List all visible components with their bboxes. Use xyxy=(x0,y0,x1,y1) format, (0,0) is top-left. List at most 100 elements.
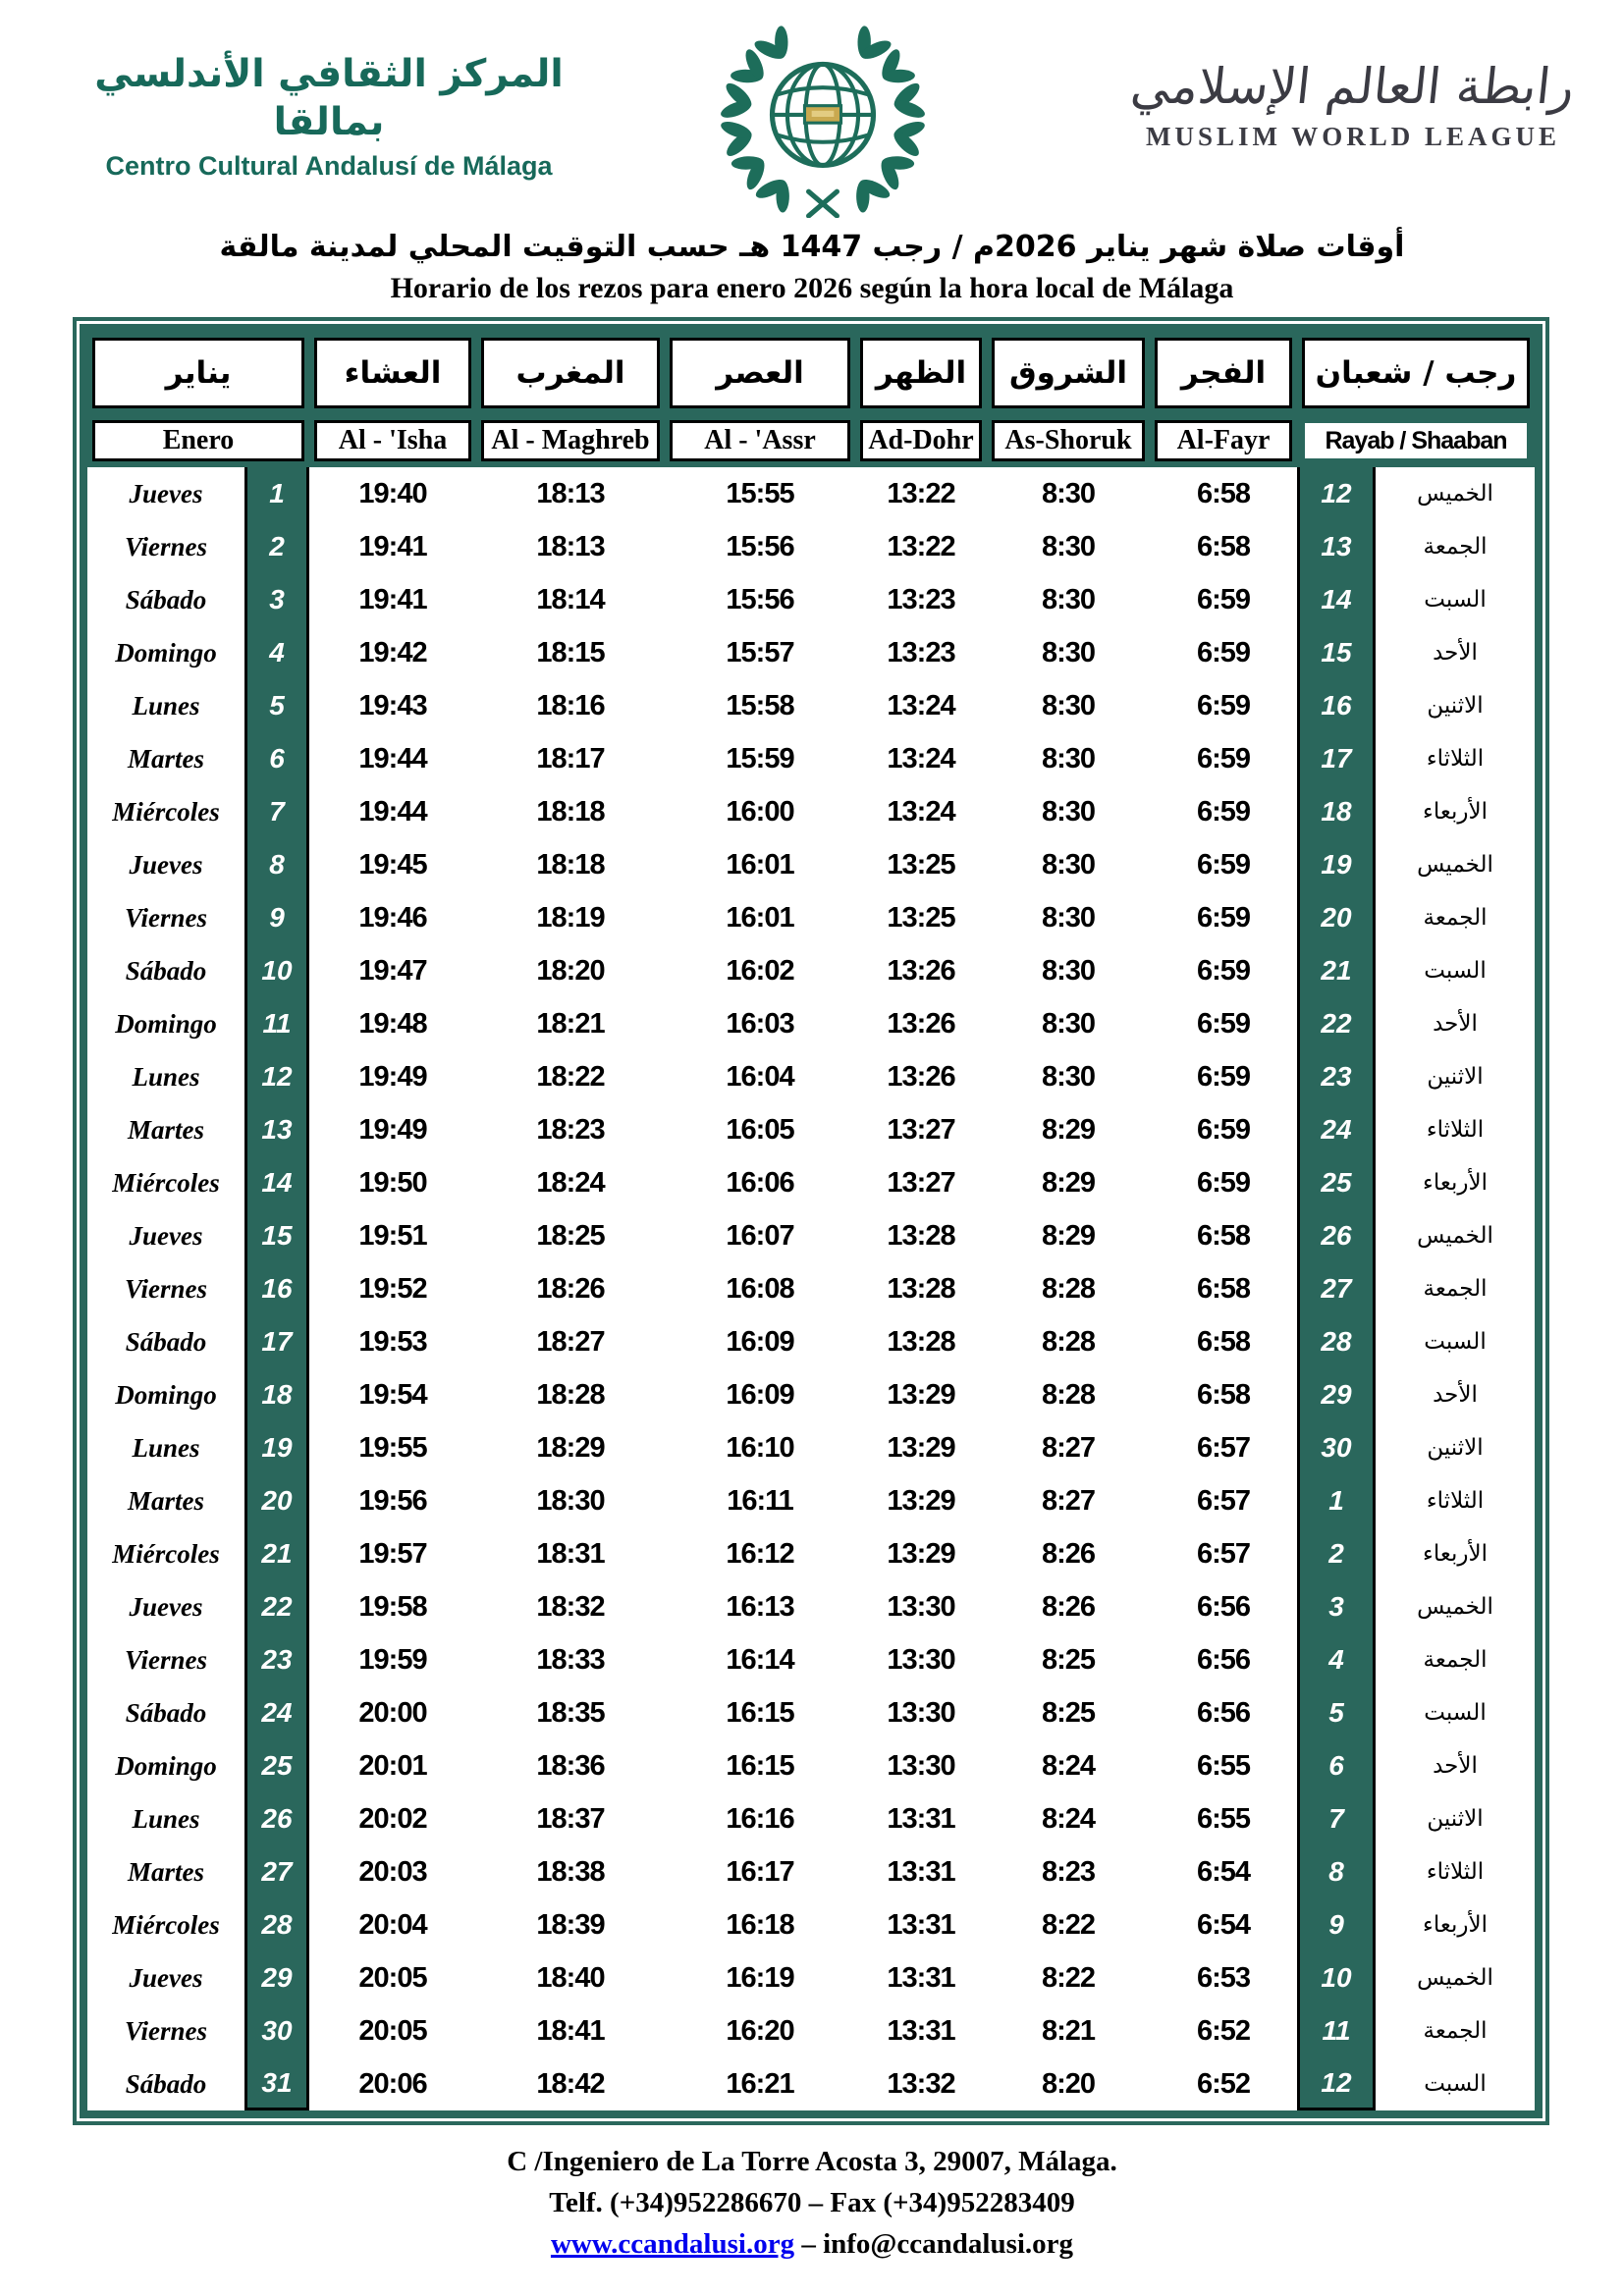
header-maghreb: Al - Maghreb xyxy=(481,420,660,461)
isha-time: 19:49 xyxy=(358,1060,427,1093)
gregorian-day-number: 1 xyxy=(244,467,309,520)
weekday-name-es: Viernes xyxy=(124,902,208,933)
weekday-name-es: Miércoles xyxy=(112,1909,220,1940)
dohr-time: 13:23 xyxy=(887,636,955,668)
shoruk-time: 8:22 xyxy=(1041,1908,1096,1941)
assr-time: 16:08 xyxy=(726,1272,794,1305)
maghreb-time: 18:16 xyxy=(536,689,605,721)
maghreb-time: 18:37 xyxy=(536,1802,605,1835)
fajr-time: 6:59 xyxy=(1196,636,1251,668)
shoruk-time: 8:25 xyxy=(1041,1643,1096,1676)
assr-time: 16:09 xyxy=(726,1325,794,1358)
weekday-name-ar: الاثنين xyxy=(1427,1435,1484,1461)
dohr-time: 13:30 xyxy=(887,1696,955,1729)
hijri-day-number: 27 xyxy=(1297,1262,1376,1315)
shoruk-time: 8:28 xyxy=(1041,1325,1096,1358)
fajr-time: 6:58 xyxy=(1196,530,1251,562)
gregorian-day-number: 13 xyxy=(244,1103,309,1156)
hijri-day-number: 25 xyxy=(1297,1156,1376,1209)
gregorian-day-number: 19 xyxy=(244,1421,309,1474)
hijri-day-number: 14 xyxy=(1297,573,1376,626)
hijri-day-number: 28 xyxy=(1297,1315,1376,1368)
assr-time: 16:03 xyxy=(726,1007,794,1040)
maghreb-time: 18:33 xyxy=(536,1643,605,1676)
weekday-name-ar: الأحد xyxy=(1433,1011,1478,1037)
weekday-name-ar: الاثنين xyxy=(1427,693,1484,719)
hijri-day-number: 21 xyxy=(1297,944,1376,997)
dohr-time: 13:30 xyxy=(887,1749,955,1782)
table-body: Jueves 1 19:40 18:13 15:55 13:22 8:30 6:… xyxy=(87,467,1535,2110)
weekday-name-ar: الاثنين xyxy=(1427,1064,1484,1090)
isha-time: 19:44 xyxy=(358,795,427,828)
weekday-name-ar: السبت xyxy=(1424,958,1487,984)
fajr-time: 6:56 xyxy=(1196,1643,1251,1676)
weekday-name-ar: الاثنين xyxy=(1427,1806,1484,1832)
gregorian-day-number: 29 xyxy=(244,1951,309,2004)
maghreb-time: 18:39 xyxy=(536,1908,605,1941)
maghreb-time: 18:41 xyxy=(536,2014,605,2047)
maghreb-time: 18:30 xyxy=(536,1484,605,1517)
shoruk-time: 8:29 xyxy=(1041,1113,1096,1146)
weekday-name-ar: الجمعة xyxy=(1423,1276,1488,1302)
assr-time: 16:19 xyxy=(726,1961,794,1994)
assr-time: 15:55 xyxy=(726,477,794,509)
footer-address: C /Ingeniero de La Torre Acosta 3, 29007… xyxy=(507,2146,1117,2177)
maghreb-time: 18:32 xyxy=(536,1590,605,1623)
mwl-emblem-icon xyxy=(719,16,927,218)
gregorian-day-number: 25 xyxy=(244,1739,309,1792)
shoruk-time: 8:28 xyxy=(1041,1272,1096,1305)
gregorian-day-number: 28 xyxy=(244,1898,309,1951)
fajr-time: 6:59 xyxy=(1196,742,1251,774)
dohr-time: 13:29 xyxy=(887,1484,955,1517)
assr-time: 16:17 xyxy=(726,1855,794,1888)
weekday-name-ar: الأحد xyxy=(1433,640,1478,666)
fajr-time: 6:55 xyxy=(1196,1749,1251,1782)
header-month-ar: يناير xyxy=(92,338,304,408)
weekday-name-ar: الثلاثاء xyxy=(1426,1859,1485,1885)
gregorian-day-number: 30 xyxy=(244,2004,309,2057)
hijri-day-number: 15 xyxy=(1297,626,1376,679)
weekday-name-ar: الأربعاء xyxy=(1423,799,1488,825)
hijri-day-number: 5 xyxy=(1297,1686,1376,1739)
fajr-time: 6:58 xyxy=(1196,1378,1251,1411)
assr-time: 15:58 xyxy=(726,689,794,721)
shoruk-time: 8:30 xyxy=(1041,742,1096,774)
weekday-name-es: Domingo xyxy=(115,1750,217,1781)
gregorian-day-number: 31 xyxy=(244,2057,309,2110)
weekday-name-ar: الخميس xyxy=(1417,481,1493,507)
shoruk-time: 8:24 xyxy=(1041,1749,1096,1782)
dohr-time: 13:25 xyxy=(887,901,955,934)
fajr-time: 6:57 xyxy=(1196,1431,1251,1464)
mwl-logo-arabic: رابطة العالم الإسلامي xyxy=(1128,58,1578,115)
dohr-time: 13:31 xyxy=(887,1961,955,1994)
footer-contact-line: www.ccandalusi.org – info@ccandalusi.org xyxy=(0,2223,1624,2265)
header-shoruk-ar: الشروق xyxy=(992,338,1145,408)
shoruk-time: 8:26 xyxy=(1041,1537,1096,1570)
fajr-time: 6:59 xyxy=(1196,1166,1251,1199)
gregorian-day-number: 10 xyxy=(244,944,309,997)
gregorian-day-number: 4 xyxy=(244,626,309,679)
gregorian-day-number: 3 xyxy=(244,573,309,626)
maghreb-time: 18:23 xyxy=(536,1113,605,1146)
gregorian-day-number: 22 xyxy=(244,1580,309,1633)
fajr-time: 6:54 xyxy=(1196,1908,1251,1941)
shoruk-time: 8:30 xyxy=(1041,848,1096,881)
hijri-day-number: 19 xyxy=(1297,838,1376,891)
isha-time: 19:57 xyxy=(358,1537,427,1570)
weekday-name-es: Sábado xyxy=(125,2068,207,2099)
shoruk-time: 8:30 xyxy=(1041,477,1096,509)
header-hijri-ar: رجب / شعبان xyxy=(1302,338,1530,408)
ccam-logo-spanish: Centro Cultural Andalusí de Málaga xyxy=(105,150,553,181)
dohr-time: 13:26 xyxy=(887,954,955,987)
isha-time: 19:40 xyxy=(358,477,427,509)
fajr-time: 6:57 xyxy=(1196,1484,1251,1517)
website-link[interactable]: www.ccandalusi.org xyxy=(550,2228,795,2261)
header-dohr-ar: الظهر xyxy=(860,338,982,408)
gregorian-day-number: 16 xyxy=(244,1262,309,1315)
maghreb-time: 18:15 xyxy=(536,636,605,668)
prayer-times-table: يناير العشاء المغرب العصر الظهر الشروق ا… xyxy=(73,317,1549,2125)
isha-time: 19:50 xyxy=(358,1166,427,1199)
hijri-day-number: 18 xyxy=(1297,785,1376,838)
footer-email: – info@ccandalusi.org xyxy=(801,2228,1074,2261)
